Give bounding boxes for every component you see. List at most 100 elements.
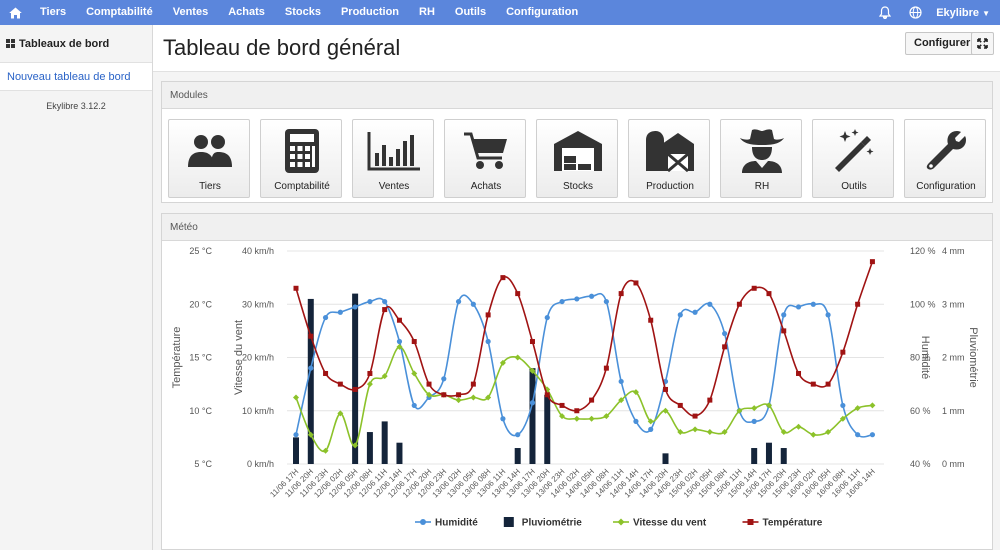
barn-icon (646, 131, 694, 172)
meteo-panel-title: Météo (162, 214, 992, 241)
humidity-point (869, 432, 876, 438)
wind-speed-point (573, 415, 580, 422)
wind-speed-point (499, 359, 506, 366)
legend-label: Vitesse du vent (633, 518, 707, 529)
nav-stocks[interactable]: Stocks (284, 6, 321, 18)
module-label: Stocks (562, 181, 593, 192)
nav-tiers[interactable]: Tiers (40, 6, 67, 18)
module-outils[interactable]: Outils (812, 119, 894, 198)
wind-speed-point (337, 410, 344, 417)
axis-tick-label: 0 mm (942, 459, 965, 469)
axis-tick-label: 20 km/h (242, 353, 274, 363)
legend-rain-swatch (503, 517, 514, 527)
humidity-point (470, 301, 476, 307)
user-name: Ekylibre (936, 6, 980, 19)
wind-speed-point (825, 429, 832, 436)
module-achats[interactable]: Achats (444, 119, 526, 198)
nav-production[interactable]: Production (340, 6, 400, 18)
nav-configuration[interactable]: Configuration (506, 6, 579, 18)
temperature-point (825, 381, 831, 387)
module-label: Ventes (378, 181, 410, 192)
temperature-point (470, 381, 476, 387)
wind-speed-point (780, 429, 787, 436)
humidity-point (411, 402, 417, 409)
wind-speed-point (706, 429, 713, 436)
humidity-point (515, 432, 521, 438)
legend-label: Température (763, 518, 823, 529)
temperature-point (323, 370, 329, 376)
wind-speed-point (307, 431, 314, 438)
module-stocks[interactable]: Stocks (536, 119, 618, 198)
rain-bar (381, 421, 388, 464)
temperature-point (707, 397, 713, 403)
temperature-point (722, 344, 728, 350)
axis-tick-label: 60 % (910, 406, 931, 416)
nav-achats[interactable]: Achats (228, 6, 265, 18)
bar-chart-icon (367, 132, 420, 171)
rain-bar (396, 442, 403, 464)
axis-tick-label: 40 km/h (242, 246, 274, 256)
module-label: Tiers (199, 181, 221, 192)
humidity-point (707, 301, 713, 307)
main-content: Tableau de bord général Configurer Modul… (153, 25, 1000, 550)
meteo-chart: 5 °C 10 °C 15 °C 20 °C 25 °C 0 km/h 10 km/h 20 … (171, 246, 979, 529)
new-dashboard-link[interactable]: Nouveau tableau de bord (0, 63, 152, 91)
notifications-button[interactable] (870, 0, 900, 25)
rain-bar (751, 448, 758, 464)
legend-item: Humidité (415, 518, 478, 529)
rain-bar (352, 293, 359, 464)
wind-speed-point (721, 429, 728, 436)
magic-wand-icon (835, 129, 874, 172)
module-configuration[interactable]: Configuration (904, 119, 986, 198)
module-comptabilite[interactable]: Comptabilité (260, 119, 342, 198)
module-label: Comptabilité (274, 181, 330, 192)
humidity-point (396, 338, 403, 345)
humidity-point (382, 298, 388, 305)
axis-tick-label: 30 km/h (242, 299, 274, 309)
nav-comptabilite[interactable]: Comptabilité (86, 6, 153, 18)
humidity-point (352, 304, 358, 310)
module-rh[interactable]: RH (720, 119, 802, 198)
humidity-point (810, 301, 816, 307)
bell-icon (879, 6, 892, 19)
temperature-point (618, 291, 624, 297)
sidebar-header: Tableaux de bord (0, 25, 152, 63)
temperature-point (589, 397, 595, 403)
module-ventes[interactable]: Ventes (352, 119, 434, 198)
humidity-point (529, 400, 536, 406)
axis-tick-label: 10 °C (189, 406, 212, 416)
user-menu[interactable]: Ekylibre ▼ (930, 7, 1000, 19)
humidity-point (840, 402, 846, 409)
legend-item: Pluviométrie (503, 517, 582, 529)
nav-rh[interactable]: RH (419, 6, 435, 18)
wind-speed-point (559, 413, 566, 420)
nav-outils[interactable]: Outils (454, 6, 487, 18)
home-button[interactable] (0, 0, 30, 25)
language-button[interactable] (900, 0, 930, 25)
globe-icon (909, 6, 922, 19)
wind-speed-point (352, 442, 359, 449)
axis-tick-label: 20 °C (189, 299, 212, 309)
rain-bar (662, 453, 669, 464)
wind-speed-point (810, 431, 817, 438)
wind-speed-point (396, 343, 403, 350)
humidity-point (574, 296, 580, 302)
wind-speed-point (485, 394, 492, 401)
nav-ventes[interactable]: Ventes (172, 6, 209, 18)
fullscreen-button[interactable] (971, 32, 994, 55)
legend-marker (420, 519, 426, 525)
legend-item: Vitesse du vent (613, 518, 707, 529)
wind-speed-point (662, 407, 669, 414)
module-production[interactable]: Production (628, 119, 710, 198)
configure-button[interactable]: Configurer (905, 32, 980, 55)
wind-speed-point (869, 402, 876, 409)
expand-icon (977, 38, 988, 49)
axis-tick-label: 4 mm (942, 246, 965, 256)
module-tiers[interactable]: Tiers (168, 119, 250, 198)
humidity-point (795, 304, 802, 310)
temperature-point (766, 291, 772, 297)
temperature-point (559, 402, 565, 408)
legend-marker (617, 518, 625, 526)
axis-tick-label: 5 °C (194, 459, 212, 469)
humidity-point (677, 312, 683, 318)
